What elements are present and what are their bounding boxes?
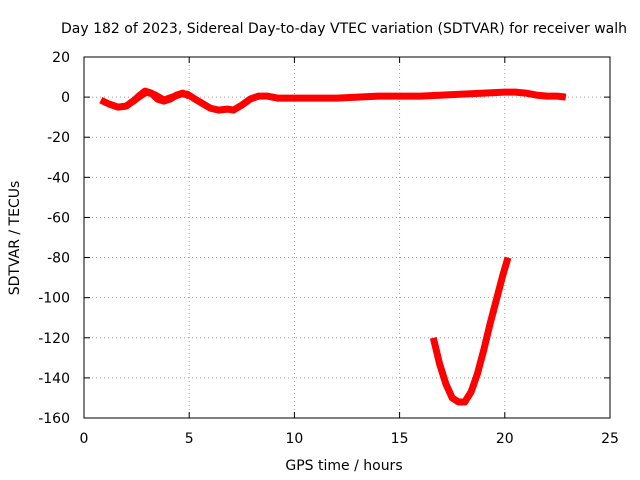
- x-tick-labels: 0 5 10 15 20 25: [80, 431, 619, 447]
- y-tick-label: -100: [38, 291, 70, 307]
- y-tick-label: -160: [38, 411, 70, 427]
- y-tick-label: -120: [38, 331, 70, 347]
- y-tick-label: -140: [38, 371, 70, 387]
- x-tick-label: 5: [185, 431, 194, 447]
- x-tick-label: 0: [80, 431, 89, 447]
- x-tick-label: 20: [496, 431, 514, 447]
- data-series: [99, 87, 567, 406]
- series-line-2: [429, 256, 512, 406]
- y-tick-label: 0: [61, 90, 70, 106]
- y-tick-label: -80: [47, 251, 70, 267]
- y-tick-label: -60: [47, 210, 70, 226]
- plot-frame: [83, 56, 611, 419]
- y-tick-labels: 20 0 -20 -40 -60 -80 -100 -120 -140 -160: [38, 50, 70, 427]
- y-tick-label: -20: [47, 130, 70, 146]
- chart-title: Day 182 of 2023, Sidereal Day-to-day VTE…: [61, 21, 627, 37]
- x-axis-label: GPS time / hours: [285, 458, 402, 474]
- y-tick-label: -40: [47, 170, 70, 186]
- x-tick-label: 10: [285, 431, 303, 447]
- y-tick-label: 20: [52, 50, 70, 66]
- grid-lines: [84, 57, 610, 418]
- y-axis-label: SDTVAR / TECUs: [7, 181, 23, 296]
- series-line-1: [129, 87, 191, 105]
- axis-ticks: [83, 56, 611, 419]
- x-tick-label: 25: [601, 431, 619, 447]
- x-tick-label: 15: [391, 431, 409, 447]
